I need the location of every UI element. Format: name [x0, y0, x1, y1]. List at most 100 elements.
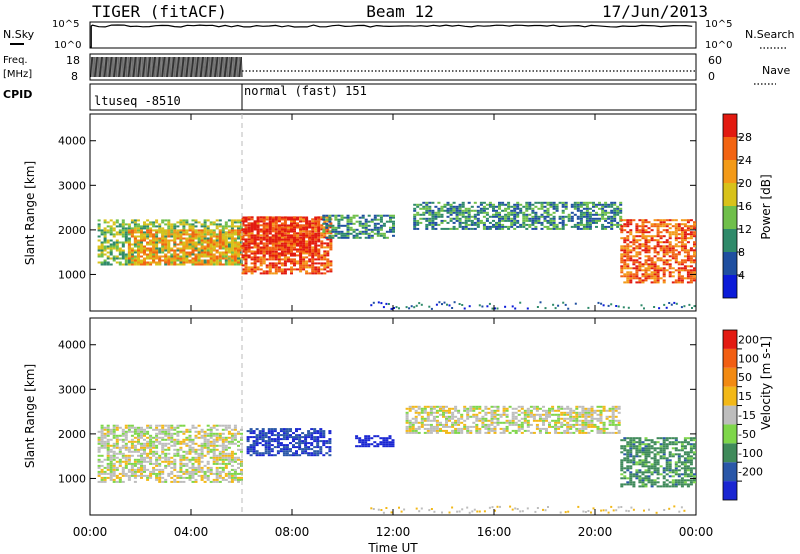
- echo-cell: [227, 251, 231, 254]
- echo-cell: [290, 234, 293, 237]
- echo-cell: [313, 432, 317, 435]
- echo-cell: [227, 456, 231, 459]
- echo-cell: [308, 238, 312, 241]
- echo-cell: [206, 428, 210, 431]
- echo-cell: [233, 438, 237, 441]
- echo-cell: [647, 251, 651, 254]
- echo-cell: [215, 448, 219, 451]
- echo-cell: [579, 201, 583, 204]
- echo-cell: [146, 243, 150, 246]
- echo-cell: [130, 259, 134, 262]
- echo-cell: [218, 436, 222, 439]
- echo-cell: [543, 201, 547, 204]
- echo-cell: [143, 235, 146, 238]
- echo-cell: [274, 250, 278, 253]
- echo-cell: [680, 263, 684, 266]
- echo-cell: [473, 217, 477, 220]
- echo-cell: [233, 247, 237, 250]
- echo-cell: [689, 231, 693, 234]
- echo-cell: [650, 277, 654, 280]
- echo-cell: [206, 261, 210, 264]
- echo-cell: [296, 260, 299, 263]
- echo-cell: [259, 218, 263, 221]
- echo-cell: [405, 421, 409, 424]
- echo-cell: [265, 248, 269, 251]
- echo-cell: [237, 243, 240, 246]
- echo-cell: [240, 448, 243, 451]
- echo-cell: [458, 303, 461, 305]
- echo-cell: [161, 436, 165, 439]
- echo-cell: [334, 226, 338, 229]
- echo-cell: [185, 229, 189, 232]
- echo-cell: [194, 253, 198, 256]
- echo-cell: [408, 425, 412, 428]
- echo-cell: [140, 470, 143, 473]
- echo-cell: [635, 247, 639, 250]
- echo-cell: [227, 476, 231, 479]
- echo-cell: [197, 251, 201, 254]
- echo-cell: [121, 440, 125, 443]
- echo-cell: [252, 450, 256, 453]
- echo-cell: [423, 417, 427, 420]
- echo-cell: [246, 430, 250, 433]
- echo-cell: [152, 444, 156, 447]
- echo-cell: [97, 460, 101, 463]
- echo-cell: [121, 438, 125, 441]
- echo-cell: [680, 243, 684, 246]
- echo-cell: [623, 281, 627, 284]
- echo-cell: [314, 228, 318, 231]
- echo-cell: [677, 279, 681, 282]
- echo-cell: [389, 214, 392, 217]
- echo-cell: [328, 432, 332, 435]
- echo-cell: [241, 264, 245, 267]
- echo-cell: [283, 250, 287, 253]
- echo-cell: [638, 261, 642, 264]
- freq-sweep: [101, 56, 103, 78]
- echo-cell: [425, 227, 429, 230]
- echo-cell: [573, 223, 577, 226]
- echo-cell: [158, 231, 162, 234]
- echo-cell: [143, 444, 146, 447]
- echo-cell: [188, 436, 192, 439]
- echo-cell: [301, 436, 305, 439]
- echo-cell: [109, 474, 113, 477]
- echo-cell: [155, 239, 159, 242]
- echo-cell: [293, 226, 296, 229]
- echo-cell: [185, 259, 189, 262]
- echo-cell: [302, 232, 306, 235]
- echo-cell: [197, 474, 201, 477]
- echo-cell: [434, 211, 438, 214]
- echo-cell: [689, 257, 693, 260]
- echo-cell: [677, 263, 681, 266]
- echo-cell: [124, 454, 128, 457]
- echo-cell: [510, 219, 514, 222]
- echo-cell: [247, 230, 251, 233]
- echo-cell: [271, 234, 275, 237]
- echo-cell: [488, 205, 492, 208]
- echo-cell: [626, 219, 630, 222]
- echo-cell: [299, 268, 303, 271]
- echo-cell: [644, 251, 648, 254]
- echo-cell: [379, 224, 383, 227]
- freq-trace: [89, 56, 243, 78]
- echo-cell: [419, 213, 423, 216]
- freq-sweep: [208, 56, 210, 78]
- echo-cell: [693, 253, 696, 256]
- echo-cell: [244, 256, 248, 259]
- echo-cell: [130, 468, 134, 471]
- echo-cell: [194, 480, 198, 483]
- echo-cell: [253, 246, 257, 249]
- echo-cell: [250, 222, 254, 225]
- echo-cell: [103, 253, 107, 256]
- freq-sweep: [198, 56, 200, 78]
- echo-cell: [227, 219, 231, 222]
- echo-cell: [531, 227, 535, 230]
- echo-cell: [182, 249, 186, 252]
- echo-cell: [656, 277, 660, 280]
- echo-cell: [270, 440, 274, 443]
- echo-cell: [552, 221, 556, 224]
- echo-cell: [170, 466, 174, 469]
- echo-cell: [215, 249, 219, 252]
- echo-cell: [137, 468, 140, 471]
- echo-cell: [230, 233, 234, 236]
